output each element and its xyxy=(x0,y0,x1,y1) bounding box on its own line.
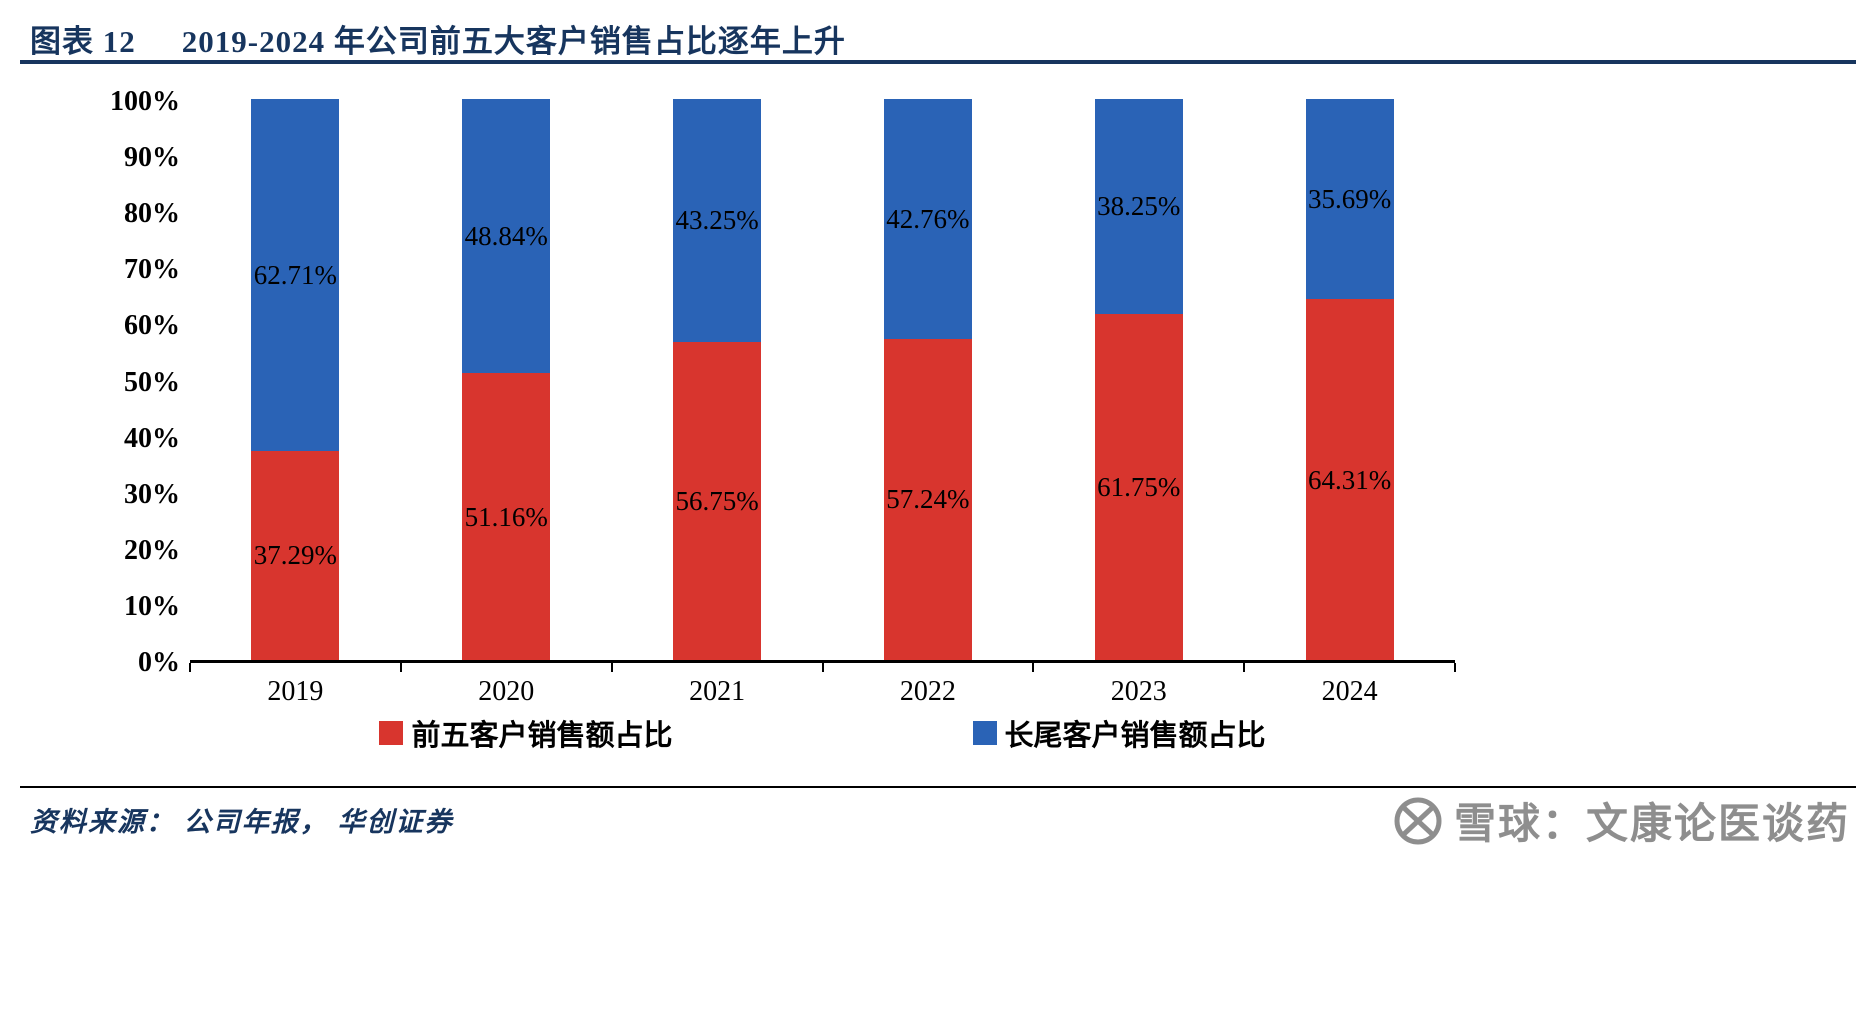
value-label: 56.75% xyxy=(675,485,759,516)
bar-segment xyxy=(251,99,340,451)
value-label: 57.24% xyxy=(886,484,970,515)
bar-segment xyxy=(883,338,972,660)
value-label: 35.69% xyxy=(1307,184,1392,215)
value-label: 38.25% xyxy=(1097,191,1181,222)
figure-label: 图表 12 xyxy=(30,24,136,59)
x-axis-tick xyxy=(610,663,613,672)
bar-segment xyxy=(251,450,340,660)
footer-divider xyxy=(20,786,1856,788)
value-label: 64.31% xyxy=(1307,464,1392,495)
legend-label-longtail: 长尾客户销售额占比 xyxy=(1004,720,1266,752)
legend-label-top5: 前五客户销售额占比 xyxy=(411,720,673,752)
title-underline xyxy=(20,60,1856,64)
y-tick-label: 80% xyxy=(124,198,180,230)
bar-segment xyxy=(462,99,551,373)
bar-segment xyxy=(462,373,551,660)
y-tick-label: 20% xyxy=(124,534,180,566)
bar-segment xyxy=(673,341,762,660)
legend-swatch-red xyxy=(379,721,404,745)
y-tick-label: 70% xyxy=(124,254,180,286)
y-tick-label: 60% xyxy=(124,310,180,342)
value-label: 48.84% xyxy=(464,221,548,251)
watermark: 雪球：文康论医谈药 xyxy=(1392,790,1850,851)
bar-segment xyxy=(1305,299,1394,660)
y-tick-label: 50% xyxy=(124,366,180,398)
y-tick-label: 40% xyxy=(124,422,180,454)
chart-header: 图表 12 2019-2024 年公司前五大客户销售占比逐年上升 xyxy=(30,16,1846,61)
value-label: 62.71% xyxy=(253,259,338,290)
bar-segment xyxy=(883,99,972,339)
x-axis-tick xyxy=(399,663,402,672)
value-label: 61.75% xyxy=(1097,471,1181,502)
x-axis-tick xyxy=(1243,663,1246,672)
legend-item-top5: 前五客户销售额占比 xyxy=(379,712,673,754)
snowball-logo-icon xyxy=(1392,795,1444,847)
x-tick-label: 2023 xyxy=(1110,676,1167,707)
y-tick-label: 10% xyxy=(124,590,180,622)
y-tick-label: 30% xyxy=(124,478,180,510)
x-tick-label: 2022 xyxy=(899,676,956,707)
value-label: 51.16% xyxy=(464,501,548,532)
bar-segment xyxy=(1094,99,1183,314)
y-tick-label: 90% xyxy=(124,142,180,174)
y-tick-label: 0% xyxy=(138,647,180,678)
page-title: 2019-2024 年公司前五大客户销售占比逐年上升 xyxy=(181,24,846,59)
y-axis-labels: 0% 10% 20% 30% 40% 50% 60% 70% 80% 90% 100% xyxy=(40,88,180,677)
watermark-text: 雪球：文康论医谈药 xyxy=(1453,800,1850,847)
x-tick-label: 2021 xyxy=(689,676,746,707)
legend-swatch-blue xyxy=(972,721,997,745)
x-axis-tick xyxy=(821,663,824,672)
x-axis-tick xyxy=(1454,663,1456,672)
x-axis-tick xyxy=(189,663,191,672)
bar-segment xyxy=(673,99,762,342)
chart-legend: 前五客户销售额占比 长尾客户销售额占比 xyxy=(190,712,1455,754)
y-tick-label: 100% xyxy=(110,86,180,117)
bar-segment xyxy=(1094,313,1183,660)
stacked-bar-plot: 37.29% 62.71% 2019 51.16% 48.84% 2020 56.75% 43… xyxy=(189,99,1456,707)
x-tick-label: 2019 xyxy=(267,676,324,707)
value-label: 37.29% xyxy=(253,540,338,571)
value-label: 43.25% xyxy=(675,205,759,236)
x-tick-label: 2020 xyxy=(478,676,535,707)
x-tick-label: 2024 xyxy=(1321,676,1378,707)
x-axis-tick xyxy=(1032,663,1035,672)
source-text: 资料来源： 公司年报， 华创证券 xyxy=(30,807,454,837)
legend-item-longtail: 长尾客户销售额占比 xyxy=(972,712,1266,754)
bar-segment xyxy=(1305,99,1394,300)
value-label: 42.76% xyxy=(886,203,970,234)
